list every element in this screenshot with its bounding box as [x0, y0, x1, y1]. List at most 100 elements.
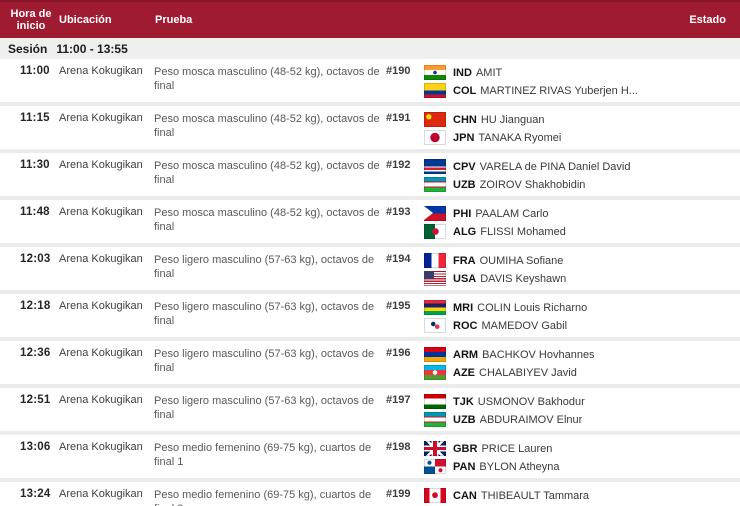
competitor-blue-corner: JPN TANAKA Ryomei	[424, 130, 682, 145]
competitors-cell: MRI COLIN Louis Richarno ROC MAMEDOV Gab…	[422, 300, 682, 333]
athlete-name: TANAKA Ryomei	[478, 131, 562, 144]
noc-code: AZE	[453, 366, 475, 379]
athlete-name: CHALABIYEV Javid	[479, 366, 577, 379]
start-time: 11:15	[20, 112, 50, 124]
athlete-name: COLIN Louis Richarno	[477, 301, 588, 314]
competitors-cell: PHI PAALAM Carlo ALG FLISSI Mohamed	[422, 206, 682, 239]
athlete-name: OUMIHA Sofiane	[479, 254, 564, 267]
table-row[interactable]: 11:15 Arena Kokugikan Peso mosca masculi…	[0, 106, 740, 153]
venue: Arena Kokugikan	[59, 65, 143, 77]
event-cell: Peso ligero masculino (57-63 kg), octavo…	[154, 347, 386, 375]
noc-code: PHI	[453, 207, 472, 220]
flag-icon	[424, 206, 446, 221]
event-name: Peso ligero masculino (57-63 kg), octavo…	[154, 254, 375, 280]
flag-icon	[424, 177, 446, 192]
competitor-red-corner: MRI COLIN Louis Richarno	[424, 300, 682, 315]
table-row[interactable]: 12:51 Arena Kokugikan Peso ligero mascul…	[0, 388, 740, 435]
competitor-blue-corner: UZB ABDURAIMOV Elnur	[424, 412, 682, 427]
match-number: #193	[386, 206, 411, 218]
table-row[interactable]: 11:48 Arena Kokugikan Peso mosca masculi…	[0, 200, 740, 247]
session-time-range: 11:00 - 13:55	[56, 41, 128, 56]
competitor-red-corner: PHI PAALAM Carlo	[424, 206, 682, 221]
athlete-name: MAMEDOV Gabil	[481, 319, 568, 332]
start-time: 11:48	[20, 206, 50, 218]
event-name: Peso medio femenino (69-75 kg), cuartos …	[154, 489, 372, 506]
match-number: #192	[386, 159, 411, 171]
table-row[interactable]: 11:00 Arena Kokugikan Peso mosca masculi…	[0, 59, 740, 106]
flag-icon	[424, 112, 446, 127]
competitor-red-corner: CPV VARELA de PINA Daniel David	[424, 159, 682, 174]
table-row[interactable]: 12:36 Arena Kokugikan Peso ligero mascul…	[0, 341, 740, 388]
competitors-cell: TJK USMONOV Bakhodur UZB ABDURAIMOV Elnu…	[422, 394, 682, 427]
table-row[interactable]: 13:06 Arena Kokugikan Peso medio femenin…	[0, 435, 740, 482]
table-row[interactable]: 12:03 Arena Kokugikan Peso ligero mascul…	[0, 247, 740, 294]
table-row[interactable]: 13:24 Arena Kokugikan Peso medio femenin…	[0, 482, 740, 506]
event-cell: Peso mosca masculino (48-52 kg), octavos…	[154, 159, 386, 187]
competitors-cell: GBR PRICE Lauren PAN BYLON Atheyna	[422, 441, 682, 474]
athlete-name: FLISSI Mohamed	[480, 225, 566, 238]
athlete-name: THIBEAULT Tammara	[480, 489, 590, 502]
athlete-name: PAALAM Carlo	[475, 207, 549, 220]
column-header-location: Ubicación	[59, 14, 112, 26]
venue: Arena Kokugikan	[59, 488, 143, 500]
start-time: 12:18	[20, 300, 51, 312]
flag-icon	[424, 253, 446, 268]
flag-icon	[424, 65, 446, 80]
noc-code: CHN	[453, 113, 477, 126]
venue: Arena Kokugikan	[59, 441, 143, 453]
column-header-status: Estado	[689, 14, 726, 26]
event-cell: Peso mosca masculino (48-52 kg), octavos…	[154, 112, 386, 140]
noc-code: JPN	[453, 131, 475, 144]
noc-code: COL	[453, 84, 477, 97]
competitor-blue-corner: PAN BYLON Atheyna	[424, 459, 682, 474]
athlete-name: HU Jianguan	[480, 113, 545, 126]
noc-code: FRA	[453, 254, 476, 267]
start-time: 11:30	[20, 159, 50, 171]
table-header: Hora de inicio Ubicación Prueba Estado	[0, 0, 740, 38]
noc-code: UZB	[453, 178, 476, 191]
venue: Arena Kokugikan	[59, 394, 143, 406]
match-number: #194	[386, 253, 411, 265]
competitor-red-corner: FRA OUMIHA Sofiane	[424, 253, 682, 268]
flag-icon	[424, 365, 446, 380]
start-time: 12:51	[20, 394, 51, 406]
competitor-red-corner: TJK USMONOV Bakhodur	[424, 394, 682, 409]
athlete-name: ZOIROV Shakhobidin	[479, 178, 586, 191]
competitors-cell: CPV VARELA de PINA Daniel David UZB ZOIR…	[422, 159, 682, 192]
competitor-blue-corner: ALG FLISSI Mohamed	[424, 224, 682, 239]
flag-icon	[424, 83, 446, 98]
event-cell: Peso ligero masculino (57-63 kg), octavo…	[154, 300, 386, 328]
flag-icon	[424, 318, 446, 333]
match-number: #199	[386, 488, 411, 500]
athlete-name: ABDURAIMOV Elnur	[479, 413, 583, 426]
table-row[interactable]: 11:30 Arena Kokugikan Peso mosca masculi…	[0, 153, 740, 200]
start-time: 12:36	[20, 347, 51, 359]
start-time: 13:06	[20, 441, 51, 453]
event-cell: Peso ligero masculino (57-63 kg), octavo…	[154, 394, 386, 422]
noc-code: TJK	[453, 395, 474, 408]
flag-icon	[424, 130, 446, 145]
venue: Arena Kokugikan	[59, 253, 143, 265]
flag-icon	[424, 224, 446, 239]
venue: Arena Kokugikan	[59, 347, 143, 359]
competitors-cell: IND AMIT COL MARTINEZ RIVAS Yuberjen H..…	[422, 65, 682, 98]
athlete-name: USMONOV Bakhodur	[477, 395, 585, 408]
athlete-name: PRICE Lauren	[481, 442, 553, 455]
flag-icon	[424, 300, 446, 315]
competitor-blue-corner: ROC MAMEDOV Gabil	[424, 318, 682, 333]
athlete-name: BACHKOV Hovhannes	[482, 348, 595, 361]
event-name: Peso ligero masculino (57-63 kg), octavo…	[154, 348, 375, 374]
event-cell: Peso mosca masculino (48-52 kg), octavos…	[154, 206, 386, 234]
event-name: Peso mosca masculino (48-52 kg), octavos…	[154, 66, 380, 92]
event-name: Peso mosca masculino (48-52 kg), octavos…	[154, 113, 380, 139]
competitor-blue-corner: COL MARTINEZ RIVAS Yuberjen H...	[424, 83, 682, 98]
venue: Arena Kokugikan	[59, 300, 143, 312]
event-name: Peso mosca masculino (48-52 kg), octavos…	[154, 207, 380, 233]
flag-icon	[424, 271, 446, 286]
flag-icon	[424, 412, 446, 427]
competitors-cell: CHN HU Jianguan JPN TANAKA Ryomei	[422, 112, 682, 145]
table-row[interactable]: 12:18 Arena Kokugikan Peso ligero mascul…	[0, 294, 740, 341]
session-header: Sesión 11:00 - 13:55	[0, 38, 740, 59]
noc-code: ARM	[453, 348, 479, 361]
